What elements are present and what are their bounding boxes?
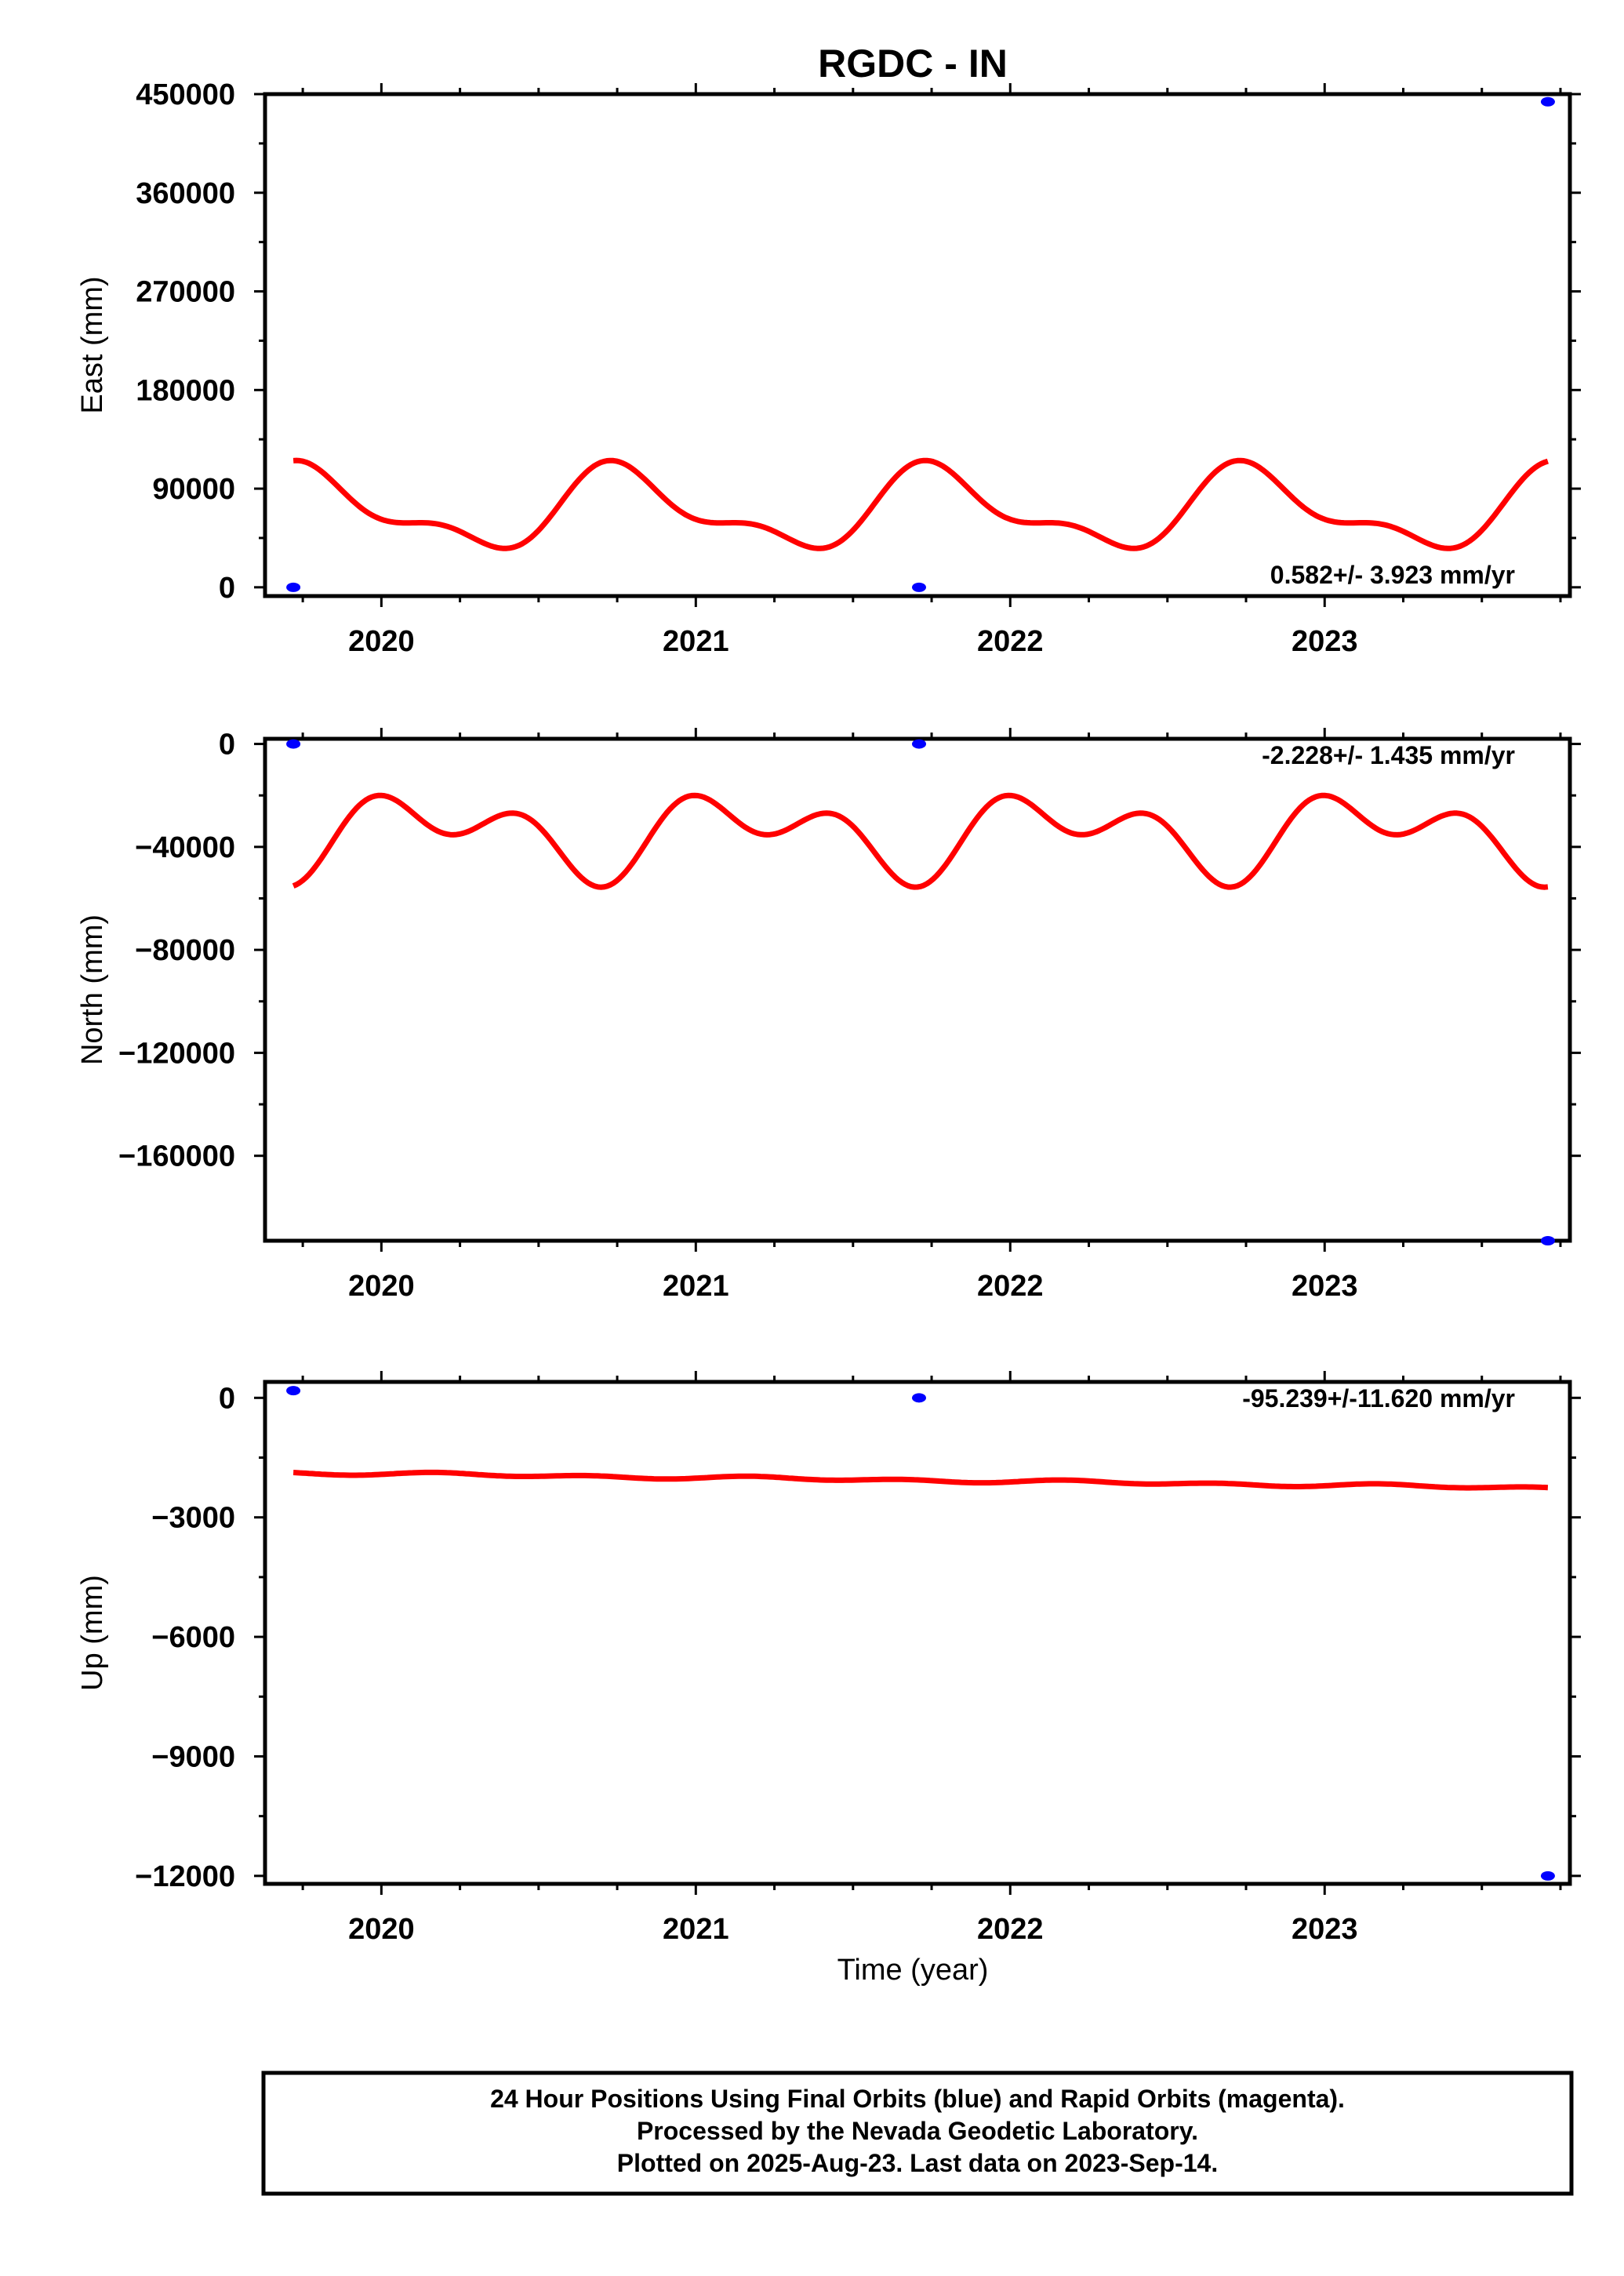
up-y-tick-label: −3000 [151,1502,235,1535]
north-x-tick-label: 2021 [663,1270,729,1303]
east-model-curve [292,457,1549,551]
north-data-point [1540,1236,1555,1245]
up-model-curve [292,1469,1549,1491]
up-y-tick-label: −12000 [135,1860,235,1893]
north-model-curve [292,792,1549,890]
up-x-tick-label: 2021 [663,1913,729,1946]
north-x-tick-label: 2020 [348,1270,415,1303]
east-y-tick-label: 180000 [136,374,235,407]
up-data-point [286,1386,301,1396]
east-x-tick-label: 2021 [663,625,729,658]
east-x-tick-label: 2020 [348,625,415,658]
footer-box [261,2071,1574,2196]
east-y-axis-label: East (mm) [76,276,109,413]
up-data-point [912,1393,927,1403]
up-rate-label: -95.239+/-11.620 mm/yr [1242,1384,1515,1413]
north-rate-label: -2.228+/- 1.435 mm/yr [1262,741,1515,769]
up-y-tick-label: −9000 [151,1740,235,1773]
east-x-tick-label: 2022 [977,625,1044,658]
north-y-axis-label: North (mm) [76,914,109,1065]
east-y-tick-label: 270000 [136,276,235,309]
east-x-tick-label: 2023 [1292,625,1358,658]
north-plot-frame [263,736,1572,1243]
up-y-tick-label: −6000 [151,1621,235,1654]
up-y-axis-label: Up (mm) [76,1575,109,1691]
up-x-tick-label: 2022 [977,1913,1044,1946]
east-data-point [1540,96,1555,107]
up-x-tick-label: 2020 [348,1913,415,1946]
north-y-tick-label: 0 [219,729,235,762]
east-y-tick-label: 450000 [136,78,235,111]
up-y-tick-label: 0 [219,1382,235,1415]
east-data-point [912,582,927,592]
panels: 2020 2021 2022 2023 0 90000 180000 270000 360000… [76,78,1581,1946]
east-data-point [286,582,301,592]
north-x-tick-label: 2022 [977,1270,1044,1303]
footer-line-1: 24 Hour Positions Using Final Orbits (bl… [490,2085,1345,2113]
north-panel: 2020 2021 2022 2023 −160000 −120000 −80000 −400… [76,728,1581,1303]
up-panel: 2020 2021 2022 2023 −12000 −9000 −6000 −3000 0 Up… [76,1371,1581,1946]
east-y-tick-label: 360000 [136,177,235,210]
up-x-tick-label: 2023 [1292,1913,1358,1946]
north-x-tick-label: 2023 [1292,1270,1358,1303]
east-panel: 2020 2021 2022 2023 0 90000 180000 270000 360000… [76,78,1581,658]
north-data-point [912,739,927,749]
footer-line-3: Plotted on 2025-Aug-23. Last data on 202… [617,2149,1218,2177]
north-y-tick-label: −40000 [135,831,235,864]
north-y-tick-label: −120000 [118,1037,235,1070]
east-rate-label: 0.582+/- 3.923 mm/yr [1270,561,1515,589]
north-y-tick-label: −80000 [135,934,235,967]
up-data-point [1540,1871,1555,1881]
x-axis-label: Time (year) [837,1954,989,1987]
north-y-tick-label: −160000 [118,1140,235,1173]
east-plot-frame [263,92,1572,598]
east-y-tick-label: 0 [219,572,235,605]
up-plot-frame [263,1380,1572,1886]
north-data-point [286,739,301,749]
chart-title: RGDC - IN [818,42,1008,85]
footer-line-2: Processed by the Nevada Geodetic Laborat… [637,2117,1198,2145]
east-y-tick-label: 90000 [152,473,235,506]
